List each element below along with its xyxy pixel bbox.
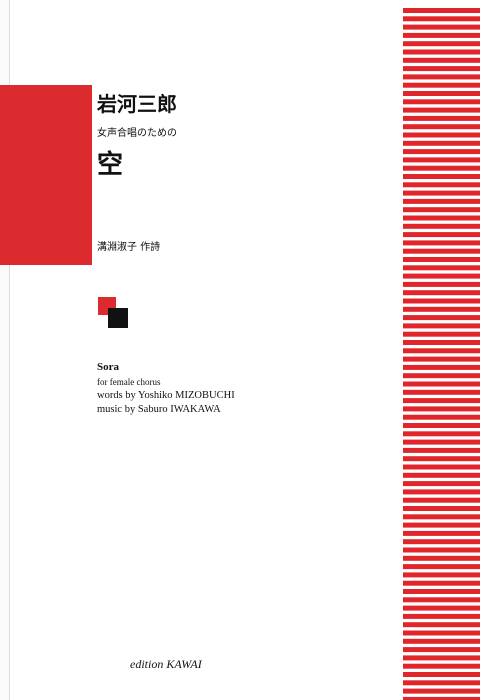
stripe: [403, 198, 480, 204]
stripe: [403, 364, 480, 370]
composer-ja: 岩河三郎: [97, 92, 177, 116]
stripe: [403, 331, 480, 337]
stripe: [403, 539, 480, 545]
stripe: [403, 265, 480, 271]
stripe: [403, 8, 480, 13]
stripe: [403, 157, 480, 163]
stripe: [403, 663, 480, 669]
stripe: [403, 688, 480, 694]
stripe: [403, 240, 480, 246]
stripe: [403, 124, 480, 130]
stripe: [403, 223, 480, 229]
words-en: words by Yoshiko MIZOBUCHI: [97, 390, 235, 401]
title-en: Sora: [97, 361, 119, 373]
stripe: [403, 232, 480, 238]
stripe: [403, 398, 480, 404]
stripe: [403, 439, 480, 445]
stripe: [403, 597, 480, 603]
stripe: [403, 273, 480, 279]
stripe: [403, 57, 480, 63]
stripe: [403, 456, 480, 462]
stripe: [403, 207, 480, 213]
stripe: [403, 622, 480, 628]
stripe: [403, 149, 480, 155]
stripe: [403, 497, 480, 503]
stripe: [403, 472, 480, 478]
stripe: [403, 522, 480, 528]
title-ja: 空: [97, 150, 124, 180]
stripe: [403, 182, 480, 188]
stripe: [403, 340, 480, 345]
stripe: [403, 74, 480, 80]
stripe: [403, 613, 480, 619]
stripe: [403, 281, 480, 287]
stripe: [403, 605, 480, 611]
stripe: [403, 66, 480, 72]
stripe: [403, 423, 480, 428]
stripe: [403, 107, 480, 113]
stripe: [403, 580, 480, 586]
stripe: [403, 414, 480, 420]
stripe: [403, 190, 480, 196]
stripe: [403, 115, 480, 121]
stripe: [403, 32, 480, 38]
stripe: [403, 481, 480, 487]
stripe: [403, 447, 480, 453]
stripe: [403, 406, 480, 412]
stripe: [403, 530, 480, 536]
stripe: [403, 82, 480, 88]
stripe: [403, 680, 480, 686]
stripe: [403, 323, 480, 329]
stripe: [403, 41, 480, 47]
stripe: [403, 672, 480, 677]
stripe: [403, 315, 480, 321]
stripe: [403, 381, 480, 387]
stripe: [403, 298, 480, 304]
stripes: [403, 8, 480, 700]
stripe: [403, 389, 480, 395]
music-en: music by Saburo IWAKAWA: [97, 404, 221, 415]
stripe: [403, 696, 480, 700]
stripe: [403, 564, 480, 570]
stripe: [403, 489, 480, 495]
stripe: [403, 306, 480, 312]
stripe: [403, 514, 480, 520]
stripe: [403, 290, 480, 296]
stripe: [403, 356, 480, 362]
red-block: [0, 85, 92, 265]
stripe: [403, 140, 480, 146]
stripe: [403, 630, 480, 636]
stripe: [403, 547, 480, 553]
stripe: [403, 431, 480, 437]
stripe: [403, 572, 480, 578]
stripe: [403, 215, 480, 221]
spine: [0, 0, 10, 700]
stripe: [403, 24, 480, 30]
stripe: [403, 506, 480, 511]
stripe: [403, 655, 480, 661]
stripe: [403, 49, 480, 55]
stripe: [403, 638, 480, 644]
stripe: [403, 174, 480, 179]
stripe: [403, 16, 480, 22]
black-square: [108, 308, 128, 328]
stripe: [403, 555, 480, 561]
lyricist-ja: 溝淵淑子 作詩: [97, 242, 161, 253]
stripe: [403, 373, 480, 379]
stripe: [403, 348, 480, 354]
subtitle-ja: 女声合唱のための: [97, 128, 177, 139]
stripe: [403, 257, 480, 262]
stripe: [403, 132, 480, 138]
stripe: [403, 589, 480, 594]
stripe: [403, 248, 480, 254]
publisher: edition KAWAI: [130, 657, 202, 671]
stripe: [403, 647, 480, 653]
stripe: [403, 464, 480, 470]
stripe: [403, 165, 480, 171]
stripe: [403, 99, 480, 105]
stripe: [403, 91, 480, 96]
subtitle-en: for female chorus: [97, 377, 161, 387]
